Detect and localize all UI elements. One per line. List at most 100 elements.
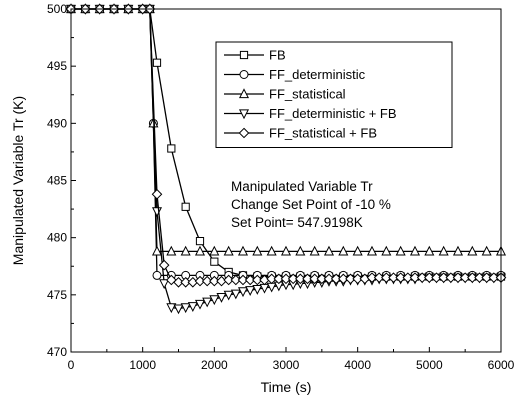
data-point <box>330 273 342 285</box>
data-point <box>209 295 220 306</box>
data-point <box>445 272 457 283</box>
data-point <box>352 245 363 256</box>
series-layer <box>65 3 507 315</box>
legend-item: FF_statistical <box>224 87 346 102</box>
x-tick-label: 3000 <box>273 358 300 372</box>
data-point <box>180 245 191 256</box>
data-point <box>237 287 249 298</box>
data-point <box>381 272 392 283</box>
legend-label: FF_statistical <box>269 87 346 102</box>
data-point <box>481 272 492 283</box>
data-point <box>295 245 306 256</box>
annotation-line-3: Set Point= 547.9198K <box>231 215 363 230</box>
legend-marker <box>238 109 250 120</box>
data-point <box>181 202 190 211</box>
data-point <box>452 245 464 256</box>
data-point <box>266 273 277 285</box>
data-point <box>209 245 220 256</box>
data-point <box>201 275 213 287</box>
data-point <box>173 304 184 315</box>
legend-label: FF_deterministic <box>269 67 366 82</box>
data-point <box>223 274 234 286</box>
data-point <box>180 276 191 288</box>
annotation-line-2: Change Set Point of -10 % <box>231 197 391 212</box>
data-point <box>252 285 263 295</box>
legend-label: FF_deterministic + FB <box>269 106 397 121</box>
data-point <box>373 272 385 283</box>
data-point <box>244 274 256 286</box>
data-point <box>295 273 306 285</box>
data-point <box>167 144 176 153</box>
data-point <box>280 245 292 256</box>
data-point <box>388 272 399 283</box>
y-tick-label: 490 <box>47 116 67 130</box>
legend-marker <box>239 70 249 79</box>
data-point <box>152 270 162 280</box>
data-point <box>216 293 227 303</box>
data-point <box>409 245 421 256</box>
data-point <box>266 245 277 256</box>
legend-item: FF_statistical + FB <box>224 126 377 141</box>
data-point <box>287 273 299 285</box>
legend: FB FF_deterministic FF_statistical FF_deter… <box>215 41 453 148</box>
data-point <box>252 245 263 256</box>
data-point <box>237 274 249 286</box>
data-point <box>209 275 220 287</box>
x-tick-label: 5000 <box>416 358 443 372</box>
data-point <box>237 245 249 256</box>
y-tick-label: 500 <box>47 2 67 16</box>
data-point <box>309 273 320 285</box>
data-point <box>152 58 162 67</box>
data-point <box>151 245 163 256</box>
data-point <box>431 272 442 283</box>
data-point <box>166 303 177 314</box>
legend-item: FB <box>224 48 286 63</box>
data-point <box>273 273 285 285</box>
data-point <box>166 274 177 286</box>
x-tick-label: 4000 <box>344 358 371 372</box>
data-point <box>245 286 256 296</box>
axis-ticks: 0 1000 2000 3000 4000 5000 6000 470 475 480 485 490… <box>47 2 515 372</box>
data-point <box>230 274 242 286</box>
data-point <box>467 272 478 283</box>
data-point <box>302 273 313 285</box>
x-axis-title: Time (s) <box>261 379 312 395</box>
data-point <box>223 245 234 256</box>
annotation-line-1: Manipulated Variable Tr <box>231 179 373 194</box>
data-point <box>424 245 435 256</box>
y-tick-label: 485 <box>47 174 67 188</box>
x-tick-label: 2000 <box>201 358 228 372</box>
data-point <box>474 272 485 283</box>
data-point <box>252 274 263 286</box>
data-point <box>352 273 363 285</box>
legend-label: FF_statistical + FB <box>269 126 377 141</box>
data-point <box>194 275 206 287</box>
y-tick-label: 495 <box>47 59 67 73</box>
data-point <box>323 245 335 256</box>
y-axis-title: Manipulated Variable Tr (K) <box>10 96 26 265</box>
legend-label: FB <box>269 48 286 63</box>
legend-marker <box>239 50 249 60</box>
data-point <box>409 272 421 283</box>
y-tick-label: 475 <box>47 288 67 302</box>
data-point <box>366 245 378 256</box>
data-point <box>210 257 219 266</box>
legend-item: FF_deterministic <box>224 67 366 82</box>
data-point <box>280 273 292 285</box>
data-point <box>195 236 205 246</box>
data-point <box>395 245 406 256</box>
data-point <box>416 272 428 283</box>
data-point <box>481 245 492 256</box>
data-point <box>187 302 198 312</box>
data-point <box>459 272 471 283</box>
data-point <box>316 273 328 285</box>
y-tick-label: 480 <box>47 231 67 245</box>
x-tick-label: 0 <box>68 358 75 372</box>
y-tick-label: 470 <box>47 345 67 359</box>
data-point <box>151 188 163 200</box>
data-point <box>323 273 335 285</box>
data-point <box>338 245 349 256</box>
data-point <box>151 207 163 218</box>
data-point <box>309 245 320 256</box>
